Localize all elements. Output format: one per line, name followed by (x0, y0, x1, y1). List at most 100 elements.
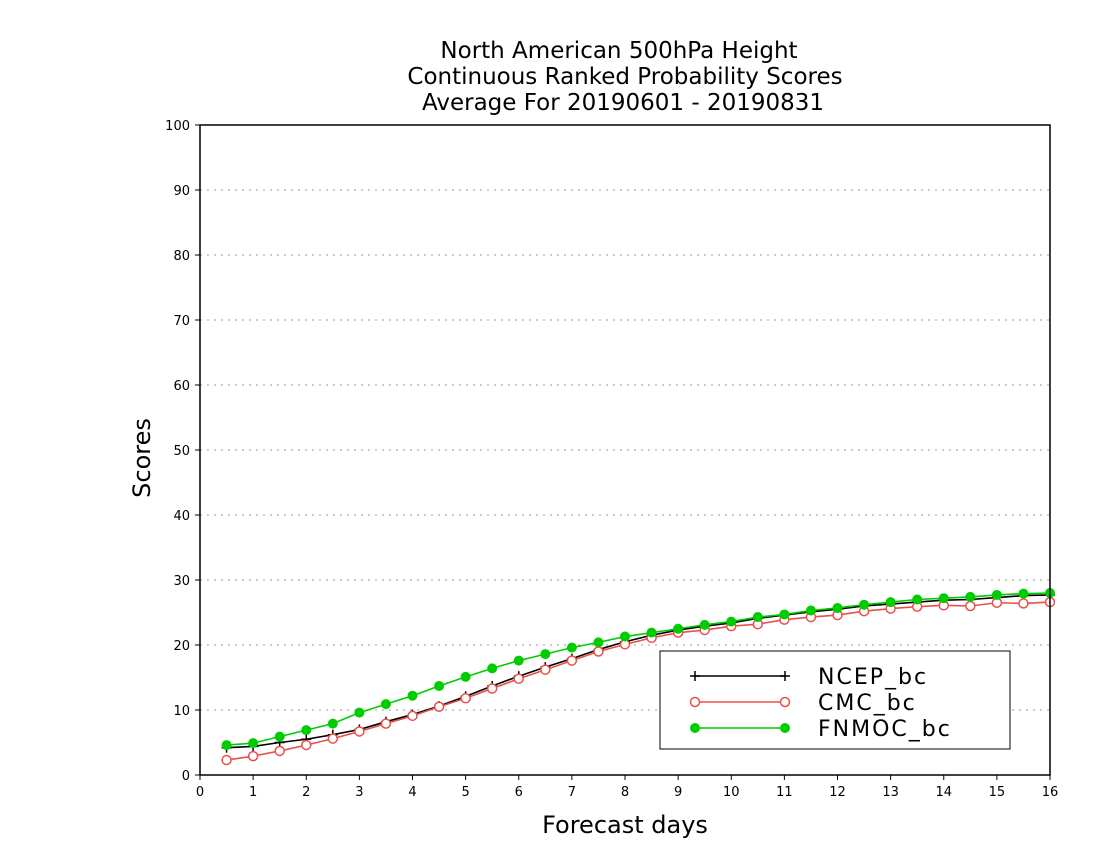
chart-title-line-3: Average For 20190601 - 20190831 (422, 90, 824, 116)
y-tick-label: 0 (182, 769, 190, 784)
x-tick-label: 4 (408, 785, 416, 800)
y-tick-label: 70 (173, 314, 190, 329)
x-tick-label: 8 (621, 785, 629, 800)
y-tick-label: 90 (173, 184, 190, 199)
data-point-fnmoc-bc (513, 655, 524, 666)
data-point-fnmoc-bc (805, 605, 816, 616)
data-point-cmc-bc (327, 733, 339, 744)
x-tick-label: 3 (355, 785, 363, 800)
data-point-fnmoc-bc (620, 631, 630, 642)
data-point-fnmoc-bc (752, 612, 763, 623)
chart-title-line-2: Continuous Ranked Probability Scores (407, 64, 842, 90)
data-point-cmc-bc (380, 718, 392, 729)
x-tick-label: 12 (829, 785, 846, 800)
y-tick-label: 50 (173, 444, 190, 459)
x-tick-label: 11 (776, 785, 793, 800)
data-point-fnmoc-bc (832, 602, 843, 613)
x-axis-label: Forecast days (542, 811, 708, 839)
data-point-fnmoc-bc (301, 725, 312, 736)
x-tick-label: 5 (461, 785, 469, 800)
data-point-fnmoc-bc (991, 589, 1002, 600)
gridlines (200, 189, 1050, 711)
x-tick-label: 9 (674, 785, 682, 800)
legend-marker-ncep-bc (780, 671, 790, 681)
data-point-cmc-bc (407, 710, 418, 722)
y-tick-label: 60 (173, 379, 190, 394)
x-tick-label: 13 (882, 785, 899, 800)
data-point-fnmoc-bc (327, 718, 338, 729)
legend-item-ncep-bc: NCEP_bc (690, 665, 928, 690)
data-point-fnmoc-bc (380, 699, 391, 710)
data-point-cmc-bc (486, 683, 498, 694)
y-tick-label: 80 (173, 249, 190, 264)
chart-title-line-1: North American 500hPa Height (440, 38, 797, 64)
data-point-fnmoc-bc (938, 593, 949, 604)
plot-frame (199, 124, 1051, 776)
data-point-fnmoc-bc (354, 707, 365, 718)
data-point-cmc-bc (274, 745, 285, 757)
legend-item-cmc-bc: CMC_bc (689, 691, 917, 716)
data-point-fnmoc-bc (673, 623, 684, 634)
data-point-fnmoc-bc (646, 627, 657, 638)
data-point-cmc-bc (1018, 598, 1029, 609)
data-point-fnmoc-bc (779, 609, 790, 620)
data-point-fnmoc-bc (407, 690, 418, 701)
data-point-fnmoc-bc (566, 642, 577, 653)
data-point-fnmoc-bc (460, 671, 471, 682)
data-point-cmc-bc (433, 701, 445, 712)
data-point-fnmoc-bc (221, 740, 232, 751)
data-point-fnmoc-bc (1018, 588, 1029, 599)
data-point-fnmoc-bc (859, 599, 870, 610)
x-tick-label: 14 (935, 785, 952, 800)
data-point-fnmoc-bc (699, 619, 710, 630)
data-point-cmc-bc (221, 754, 232, 766)
data-point-fnmoc-bc (726, 616, 737, 627)
legend-marker-fnmoc-bc (690, 723, 700, 733)
legend-item-fnmoc-bc: FNMOC_bc (690, 717, 952, 742)
data-point-cmc-bc (247, 750, 259, 762)
legend-label-ncep-bc: NCEP_bc (818, 665, 928, 690)
x-tick-label: 7 (568, 785, 576, 800)
y-tick-label: 30 (173, 574, 190, 589)
data-point-cmc-bc (965, 600, 976, 612)
data-point-fnmoc-bc (912, 594, 923, 605)
y-tick-label: 20 (173, 639, 190, 654)
data-point-fnmoc-bc (593, 637, 604, 648)
x-tick-label: 6 (515, 785, 523, 800)
y-tick-label: 40 (173, 509, 190, 524)
x-tick-label: 15 (989, 785, 1006, 800)
x-tick-label: 2 (302, 785, 310, 800)
legend-box (659, 650, 1011, 750)
data-point-cmc-bc (513, 673, 524, 685)
data-point-fnmoc-bc (274, 731, 285, 742)
x-tick-label: 10 (723, 785, 740, 800)
y-tick-label: 100 (165, 119, 190, 134)
data-point-fnmoc-bc (248, 738, 259, 749)
data-point-cmc-bc (301, 739, 312, 751)
legend-marker-ncep-bc (690, 671, 700, 681)
x-tick-label: 16 (1042, 785, 1059, 800)
x-tick-label: 1 (249, 785, 257, 800)
data-point-cmc-bc (593, 646, 604, 657)
legend-label-cmc-bc: CMC_bc (818, 691, 917, 716)
x-tick-label: 0 (196, 785, 204, 800)
legend-label-fnmoc-bc: FNMOC_bc (818, 717, 952, 742)
data-point-cmc-bc (460, 693, 471, 704)
y-tick-label: 10 (173, 704, 190, 719)
legend-marker-fnmoc-bc (780, 723, 790, 733)
data-point-fnmoc-bc (885, 597, 896, 608)
y-axis-label: Scores (128, 418, 156, 498)
data-point-cmc-bc (540, 664, 551, 675)
data-point-fnmoc-bc (434, 680, 445, 691)
data-point-fnmoc-bc (540, 649, 551, 660)
series-layer (221, 588, 1056, 766)
legend-marker-cmc-bc (779, 696, 791, 708)
data-point-fnmoc-bc (487, 663, 498, 674)
data-point-fnmoc-bc (965, 591, 976, 602)
data-point-cmc-bc (566, 655, 578, 666)
legend-marker-cmc-bc (689, 696, 701, 708)
data-point-cmc-bc (354, 726, 365, 737)
